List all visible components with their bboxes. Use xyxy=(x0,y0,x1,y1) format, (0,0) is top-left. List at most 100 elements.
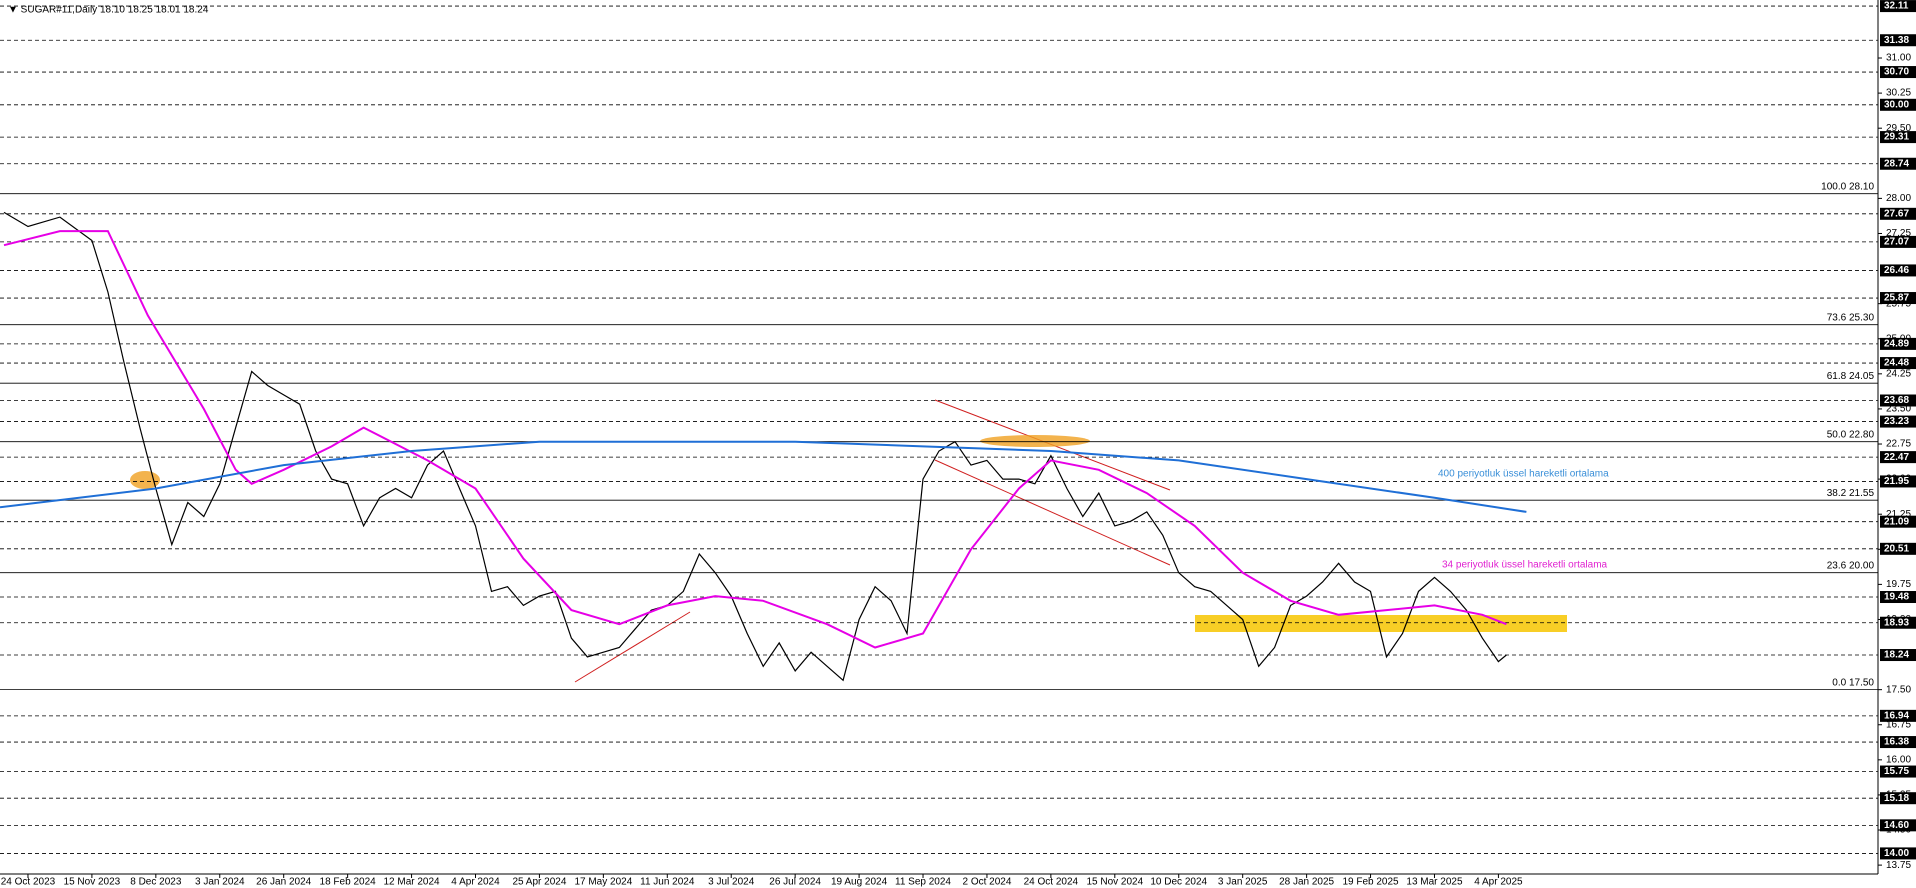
x-tick-label: 28 Jan 2025 xyxy=(1279,877,1334,888)
level-label: 32.11 xyxy=(1884,1,1909,12)
level-label: 15.75 xyxy=(1884,766,1909,777)
level-label: 22.47 xyxy=(1884,452,1909,463)
level-label: 29.31 xyxy=(1884,132,1909,143)
level-label: 27.07 xyxy=(1884,237,1909,248)
y-tick-label: 30.25 xyxy=(1886,88,1911,99)
x-tick-label: 4 Apr 2024 xyxy=(451,877,500,888)
fib-label: 50.0 22.80 xyxy=(1827,429,1875,440)
level-box xyxy=(1880,591,1916,604)
x-tick-label: 13 Mar 2025 xyxy=(1406,877,1463,888)
level-box xyxy=(1880,337,1916,350)
channel-line xyxy=(574,611,691,683)
level-box xyxy=(1880,451,1916,464)
level-label: 27.67 xyxy=(1884,208,1909,219)
level-box xyxy=(1880,765,1916,778)
x-tick-label: 24 Oct 2024 xyxy=(1024,877,1079,888)
level-label: 20.51 xyxy=(1884,543,1909,554)
x-tick-label: 11 Jun 2024 xyxy=(640,877,695,888)
x-tick-label: 3 Jan 2025 xyxy=(1218,877,1268,888)
level-box xyxy=(1880,394,1916,407)
level-box xyxy=(1880,34,1916,47)
level-label: 18.24 xyxy=(1884,650,1909,661)
series-line xyxy=(0,440,1527,513)
fib-label: 61.8 24.05 xyxy=(1827,371,1875,382)
level-label: 14.60 xyxy=(1884,820,1909,831)
y-tick-label: 28.00 xyxy=(1886,193,1911,204)
x-tick-label: 8 Dec 2023 xyxy=(130,877,182,888)
level-box xyxy=(1880,157,1916,170)
y-tick-label: 17.50 xyxy=(1886,684,1911,695)
level-box xyxy=(1880,819,1916,832)
level-label: 14.00 xyxy=(1884,848,1909,859)
fib-label: 73.6 25.30 xyxy=(1827,312,1875,323)
y-tick-label: 21.25 xyxy=(1886,509,1911,520)
x-tick-label: 26 Jul 2024 xyxy=(769,877,821,888)
highlight xyxy=(980,435,1090,447)
y-tick-label: 31.00 xyxy=(1886,53,1911,64)
x-tick-label: 15 Nov 2024 xyxy=(1086,877,1143,888)
level-label: 24.48 xyxy=(1884,358,1909,369)
level-label: 30.00 xyxy=(1884,99,1909,110)
y-tick-label: 19.75 xyxy=(1886,579,1911,590)
x-tick-label: 3 Jan 2024 xyxy=(195,877,245,888)
level-box xyxy=(1880,616,1916,629)
level-box xyxy=(1880,0,1916,13)
x-tick-label: 11 Sep 2024 xyxy=(895,877,951,888)
level-label: 21.09 xyxy=(1884,516,1909,527)
level-label: 16.94 xyxy=(1884,710,1909,721)
x-tick-label: 3 Jul 2024 xyxy=(708,877,755,888)
y-tick-label: 27.25 xyxy=(1886,228,1911,239)
x-tick-label: 15 Nov 2023 xyxy=(64,877,121,888)
level-box xyxy=(1880,515,1916,528)
level-box xyxy=(1880,847,1916,860)
y-tick-label: 16.00 xyxy=(1886,754,1911,765)
x-tick-label: 12 Mar 2024 xyxy=(383,877,440,888)
y-tick-label: 13.75 xyxy=(1886,860,1911,871)
level-label: 28.74 xyxy=(1884,158,1909,169)
fib-label: 0.0 17.50 xyxy=(1832,677,1874,688)
level-box xyxy=(1880,131,1916,144)
level-label: 23.68 xyxy=(1884,395,1909,406)
level-box xyxy=(1880,709,1916,722)
x-tick-label: 2 Oct 2024 xyxy=(962,877,1011,888)
channel-line xyxy=(934,459,1171,566)
level-label: 30.70 xyxy=(1884,67,1909,78)
x-tick-label: 18 Feb 2024 xyxy=(320,877,377,888)
level-box xyxy=(1880,292,1916,305)
fib-label: 100.0 28.10 xyxy=(1821,181,1874,192)
level-label: 23.23 xyxy=(1884,416,1909,427)
x-tick-label: 25 Apr 2024 xyxy=(512,877,566,888)
x-tick-label: 19 Aug 2024 xyxy=(831,877,888,888)
level-box xyxy=(1880,264,1916,277)
level-box xyxy=(1880,792,1916,805)
y-tick-label: 24.25 xyxy=(1886,368,1911,379)
annotation: 400 periyotluk üssel hareketli ortalama xyxy=(1438,469,1609,480)
series-line xyxy=(3,211,1507,682)
y-tick-label: 23.50 xyxy=(1886,404,1911,415)
level-box xyxy=(1880,475,1916,488)
level-box xyxy=(1880,66,1916,79)
fib-label: 23.6 20.00 xyxy=(1827,560,1875,571)
x-tick-label: 26 Jan 2024 xyxy=(256,877,311,888)
level-box xyxy=(1880,235,1916,248)
y-tick-label: 22.75 xyxy=(1886,439,1911,450)
level-box xyxy=(1880,542,1916,555)
level-box xyxy=(1880,649,1916,662)
level-label: 26.46 xyxy=(1884,265,1909,276)
level-label: 24.89 xyxy=(1884,339,1909,350)
level-box xyxy=(1880,98,1916,111)
level-label: 25.87 xyxy=(1884,293,1909,304)
level-box xyxy=(1880,207,1916,220)
x-tick-label: 4 Apr 2025 xyxy=(1474,877,1523,888)
fib-label: 38.2 21.55 xyxy=(1827,488,1875,499)
annotation: 34 periyotluk üssel hareketli ortalama xyxy=(1442,560,1608,571)
chart-title: ▼ SUGAR#11,Daily 18.10 18.25 18.01 18.24 xyxy=(8,5,209,16)
level-box xyxy=(1880,415,1916,428)
level-label: 31.38 xyxy=(1884,35,1909,46)
level-box xyxy=(1880,736,1916,749)
level-label: 21.95 xyxy=(1884,476,1909,487)
level-box xyxy=(1880,357,1916,370)
x-tick-label: 17 May 2024 xyxy=(574,877,632,888)
level-label: 16.38 xyxy=(1884,737,1909,748)
